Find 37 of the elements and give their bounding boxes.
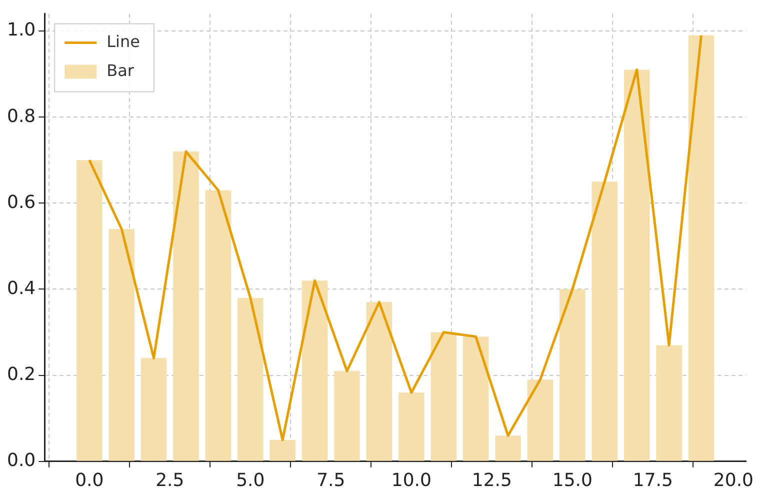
bar: [495, 436, 521, 461]
x-tick-label: 7.5: [316, 470, 346, 491]
bar: [366, 302, 392, 461]
bar: [624, 70, 650, 461]
bar: [560, 289, 586, 461]
bar: [462, 336, 489, 461]
bar: [108, 228, 134, 461]
x-tick-label: 10.0: [391, 470, 432, 491]
bar: [76, 160, 102, 461]
x-tick-label: 5.0: [236, 470, 265, 491]
bar: [656, 345, 682, 461]
bar: [398, 392, 424, 461]
legend-label: Bar: [106, 60, 134, 80]
bar: [270, 440, 296, 461]
bar: [334, 371, 360, 461]
x-tick-label: 15.0: [552, 470, 592, 491]
y-tick-label: 0.6: [6, 192, 36, 213]
y-tick-label: 0.0: [6, 450, 36, 472]
x-tick-label: 12.5: [472, 470, 512, 491]
y-tick-label: 0.8: [6, 106, 36, 127]
bar: [527, 380, 554, 461]
legend-label: Line: [106, 32, 140, 51]
x-tick-label: 0.0: [75, 470, 104, 491]
bar: [173, 152, 199, 461]
bar: [688, 35, 714, 461]
y-tick-label: 0.4: [6, 278, 36, 299]
y-tick-label: 1.0: [6, 20, 36, 41]
x-tick-label: 20.0: [713, 470, 754, 491]
x-tick-label: 2.5: [156, 470, 184, 491]
bar: [302, 280, 328, 461]
bar: [205, 190, 232, 461]
bar: [430, 332, 456, 461]
bar: [140, 358, 167, 461]
bar: [238, 298, 264, 461]
bar: [592, 182, 618, 461]
y-tick-label: 0.2: [6, 364, 36, 385]
x-tick-label: 17.5: [632, 470, 673, 491]
